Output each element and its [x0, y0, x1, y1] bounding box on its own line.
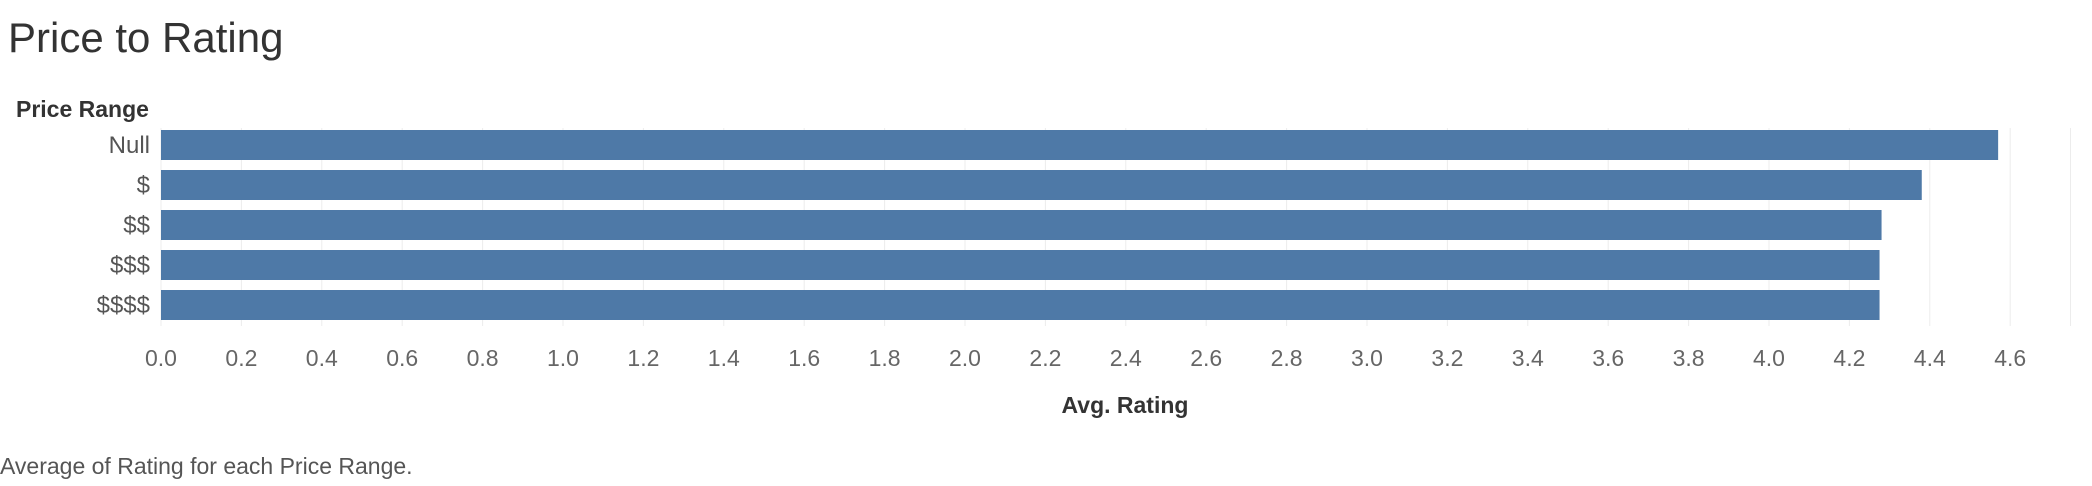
x-tick-label: 2.6	[1190, 345, 1222, 371]
x-tick-label: 2.8	[1271, 345, 1303, 371]
x-tick-label: 3.0	[1351, 345, 1383, 371]
x-tick-label: 1.4	[708, 345, 740, 371]
x-tick-label: 3.8	[1673, 345, 1705, 371]
bar-2[interactable]	[161, 210, 1882, 240]
chart-caption: Average of Rating for each Price Range.	[0, 453, 413, 479]
x-tick-label: 4.2	[1833, 345, 1865, 371]
x-tick-label: 1.0	[547, 345, 579, 371]
bar-4[interactable]	[161, 290, 1880, 320]
x-tick-label: 1.8	[869, 345, 901, 371]
category-label: $$$	[110, 252, 150, 279]
x-tick-label: 0.2	[225, 345, 257, 371]
chart-title: Price to Rating	[8, 14, 284, 61]
x-tick-label: 4.0	[1753, 345, 1785, 371]
x-tick-label: 2.2	[1029, 345, 1061, 371]
x-tick-label: 2.4	[1110, 345, 1142, 371]
x-tick-label: 0.8	[467, 345, 499, 371]
category-label: $$	[123, 212, 150, 239]
x-tick-label: 4.6	[1994, 345, 2026, 371]
x-tick-label: 4.4	[1914, 345, 1946, 371]
x-tick-label: 2.0	[949, 345, 981, 371]
x-axis-title: Avg. Rating	[1062, 392, 1189, 418]
x-tick-label: 0.4	[306, 345, 338, 371]
bar-0[interactable]	[161, 130, 1999, 160]
x-axis-ticks: 0.0 0.2 0.4 0.6 0.8 1.0 1.2 1.4 1.6 1.8 2.0 2.2 2.4 2…	[145, 345, 2026, 371]
bar-1[interactable]	[161, 170, 1922, 200]
bars	[161, 130, 1999, 320]
category-label: $$$$	[97, 292, 150, 319]
x-tick-label: 3.4	[1512, 345, 1544, 371]
bar-3[interactable]	[161, 250, 1880, 280]
category-label: $	[137, 172, 150, 199]
category-label: Null	[109, 132, 150, 159]
x-tick-label: 3.2	[1431, 345, 1463, 371]
x-tick-label: 0.0	[145, 345, 177, 371]
x-tick-label: 1.2	[627, 345, 659, 371]
row-header: Price Range	[16, 96, 149, 122]
x-tick-label: 0.6	[386, 345, 418, 371]
x-tick-label: 3.6	[1592, 345, 1624, 371]
x-tick-label: 1.6	[788, 345, 820, 371]
category-labels: Null$$$$$$$$$$	[97, 132, 150, 319]
